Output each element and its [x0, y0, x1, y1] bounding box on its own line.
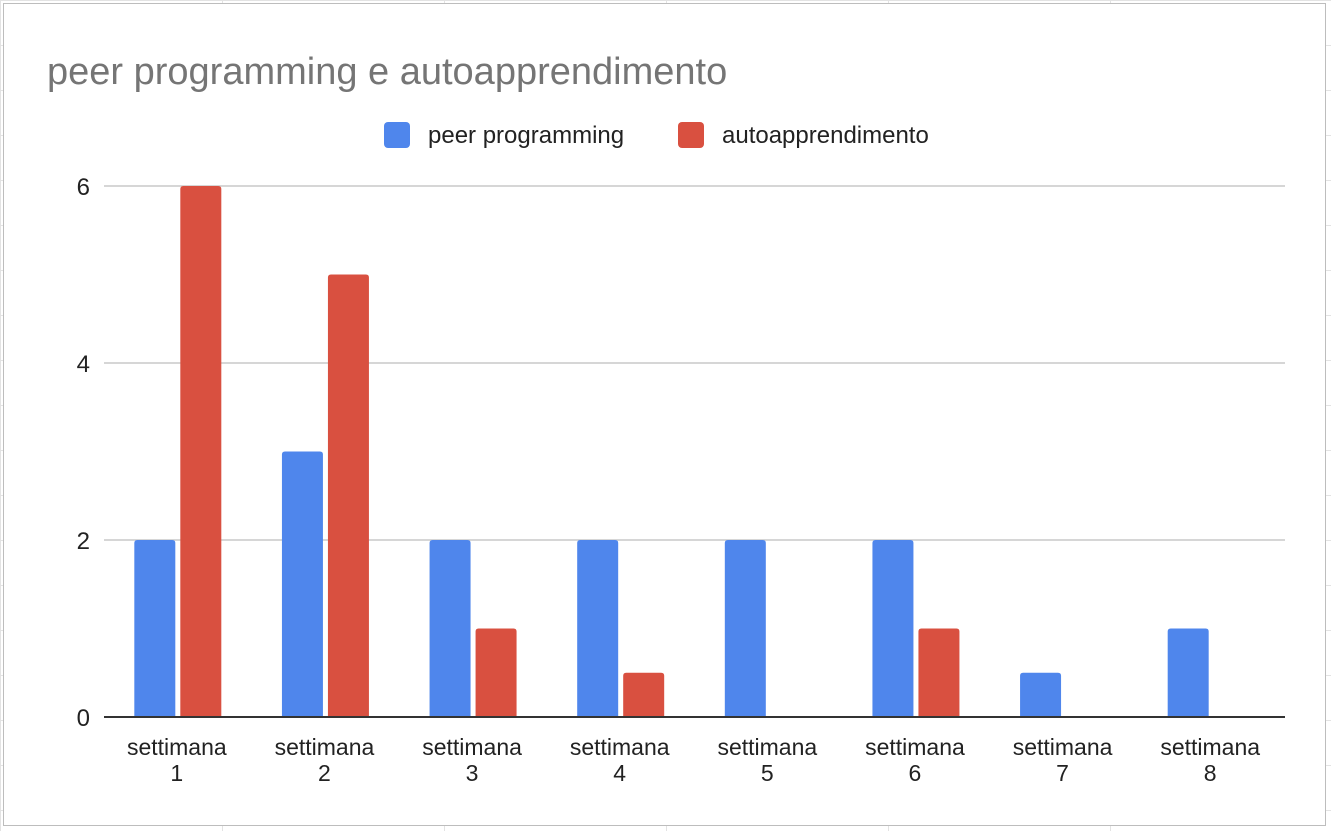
gridlines	[104, 185, 1285, 541]
bar-peer-programming-6[interactable]	[872, 540, 914, 717]
bar-autoapprendimento-4[interactable]	[623, 672, 665, 717]
legend-label: peer programming	[428, 122, 624, 149]
y-axis-ticks: 0 2 4 6	[77, 174, 90, 732]
x-tick-label: 6	[909, 760, 922, 786]
chart-card[interactable]: peer programming e autoapprendimento pee…	[3, 3, 1326, 826]
x-tick-label: 2	[318, 760, 331, 786]
y-tick-label: 6	[77, 174, 90, 201]
x-tick-label: 1	[170, 760, 183, 786]
chart-title: peer programming e autoapprendimento	[47, 51, 727, 93]
x-tick-label: settimana	[717, 734, 817, 760]
x-tick-label: settimana	[1013, 734, 1113, 760]
legend-swatch	[678, 122, 704, 148]
x-tick-label: settimana	[1160, 734, 1260, 760]
legend: peer programming autoapprendimento	[384, 122, 929, 149]
bar-autoapprendimento-1[interactable]	[180, 186, 222, 717]
bar-autoapprendimento-6[interactable]	[918, 628, 960, 718]
bar-autoapprendimento-2[interactable]	[327, 274, 369, 718]
legend-swatch	[384, 122, 410, 148]
x-tick-label: settimana	[570, 734, 670, 760]
bars	[134, 186, 1209, 718]
x-tick-label: settimana	[275, 734, 375, 760]
bar-autoapprendimento-3[interactable]	[475, 628, 517, 718]
y-tick-label: 2	[77, 528, 90, 555]
x-axis-labels: settimana1settimana2settimana3settimana4…	[127, 734, 1260, 786]
x-tick-label: 4	[613, 760, 626, 786]
x-tick-label: settimana	[127, 734, 227, 760]
bar-peer-programming-5[interactable]	[724, 540, 766, 717]
x-tick-label: 5	[761, 760, 774, 786]
bar-peer-programming-7[interactable]	[1020, 672, 1062, 717]
bar-peer-programming-4[interactable]	[577, 540, 619, 717]
bar-peer-programming-8[interactable]	[1167, 628, 1209, 718]
x-tick-label: 8	[1204, 760, 1217, 786]
y-tick-label: 0	[77, 705, 90, 732]
x-tick-label: 7	[1056, 760, 1069, 786]
x-tick-label: settimana	[422, 734, 522, 760]
legend-label: autoapprendimento	[722, 122, 929, 149]
x-tick-label: 3	[466, 760, 479, 786]
y-tick-label: 4	[77, 351, 90, 378]
bar-chart: peer programming e autoapprendimento pee…	[47, 51, 1285, 786]
bar-peer-programming-1[interactable]	[134, 540, 176, 717]
bar-peer-programming-2[interactable]	[281, 451, 323, 718]
bar-peer-programming-3[interactable]	[429, 540, 471, 717]
x-tick-label: settimana	[865, 734, 965, 760]
